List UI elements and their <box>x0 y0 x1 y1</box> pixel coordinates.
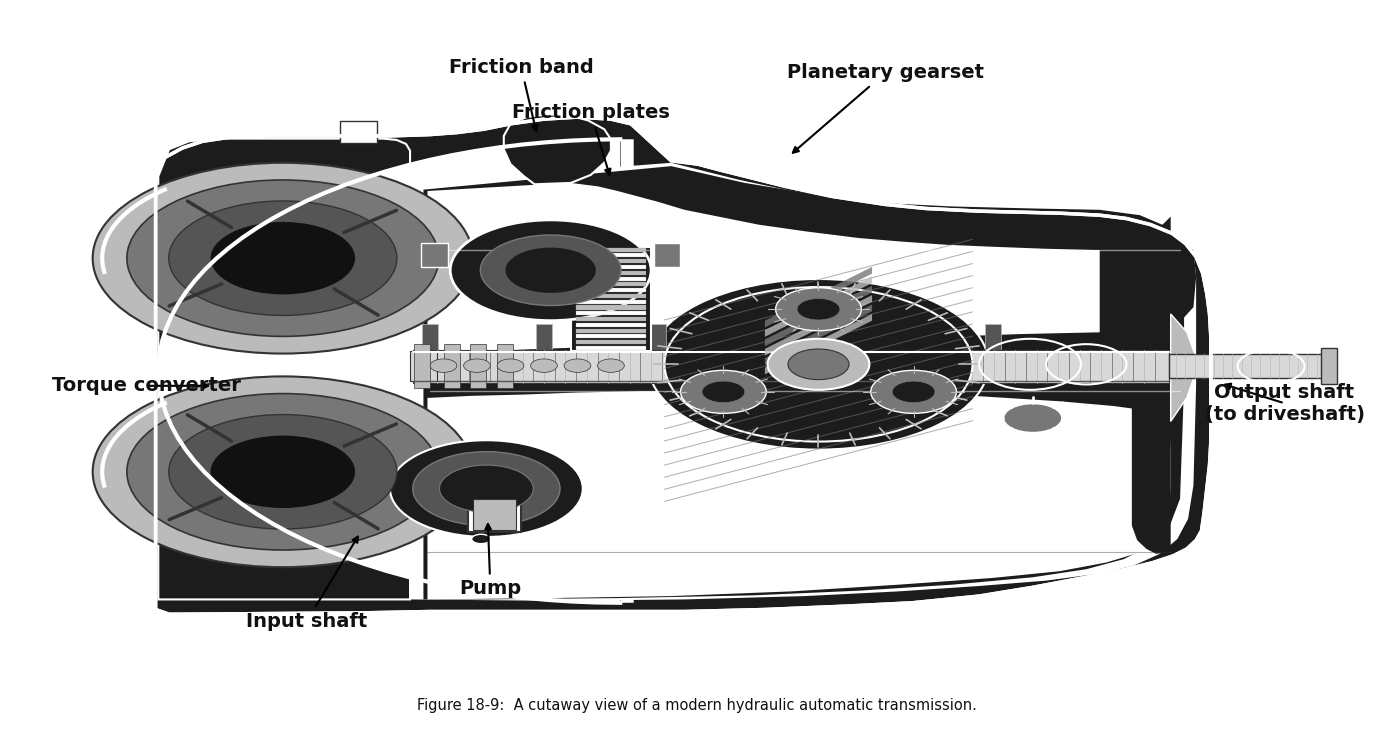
Bar <box>412 349 1169 383</box>
Polygon shape <box>1170 314 1197 421</box>
Circle shape <box>788 349 848 379</box>
Bar <box>577 288 646 292</box>
Bar <box>577 323 646 327</box>
Bar <box>577 265 646 269</box>
Polygon shape <box>765 295 872 355</box>
Bar <box>471 344 486 388</box>
Polygon shape <box>159 139 411 599</box>
Circle shape <box>648 279 989 450</box>
Circle shape <box>871 371 957 413</box>
Polygon shape <box>410 163 1197 601</box>
Circle shape <box>892 381 935 403</box>
Bar <box>577 270 646 275</box>
Polygon shape <box>410 351 437 381</box>
Polygon shape <box>765 276 872 337</box>
Text: Figure 18-9:  A cutaway view of a modern hydraulic automatic transmission.: Figure 18-9: A cutaway view of a modern … <box>417 697 976 713</box>
Circle shape <box>127 180 439 336</box>
Bar <box>421 243 447 267</box>
Polygon shape <box>765 286 872 346</box>
Text: Output shaft
(to driveshaft): Output shaft (to driveshaft) <box>1205 383 1365 424</box>
Bar <box>577 282 646 287</box>
Bar <box>414 344 430 388</box>
Bar <box>577 317 646 321</box>
Circle shape <box>127 393 439 550</box>
Bar <box>497 344 513 388</box>
Polygon shape <box>428 391 1170 599</box>
Bar <box>443 344 460 388</box>
Circle shape <box>776 288 861 330</box>
Bar <box>744 324 759 378</box>
Text: Friction band: Friction band <box>449 58 593 131</box>
Text: Pump: Pump <box>460 524 521 598</box>
Polygon shape <box>504 115 612 184</box>
Bar <box>577 276 646 281</box>
Polygon shape <box>428 351 1170 381</box>
Bar <box>577 254 646 257</box>
Bar <box>422 324 439 378</box>
Bar <box>577 300 646 303</box>
Polygon shape <box>765 305 872 365</box>
Circle shape <box>664 287 972 442</box>
Circle shape <box>450 220 651 321</box>
Circle shape <box>412 452 560 526</box>
Polygon shape <box>428 183 1170 355</box>
Circle shape <box>210 222 355 295</box>
Bar <box>1169 355 1334 378</box>
Circle shape <box>598 359 624 372</box>
Circle shape <box>93 376 474 567</box>
Circle shape <box>430 359 457 372</box>
Text: Planetary gearset: Planetary gearset <box>787 63 983 153</box>
Bar <box>468 496 521 532</box>
Polygon shape <box>340 121 376 143</box>
Circle shape <box>497 359 524 372</box>
Bar <box>474 499 515 529</box>
Text: Friction plates: Friction plates <box>511 104 670 175</box>
Bar <box>577 329 646 333</box>
Circle shape <box>564 359 591 372</box>
Text: Torque converter: Torque converter <box>53 376 241 395</box>
Circle shape <box>93 163 474 354</box>
Circle shape <box>681 371 766 413</box>
Polygon shape <box>765 314 872 374</box>
Circle shape <box>797 298 840 320</box>
Circle shape <box>169 201 397 315</box>
Polygon shape <box>156 117 1211 614</box>
Circle shape <box>390 440 582 537</box>
Circle shape <box>169 414 397 529</box>
Bar <box>577 340 646 344</box>
Circle shape <box>702 381 745 403</box>
Bar <box>653 243 680 267</box>
Circle shape <box>464 359 490 372</box>
Bar <box>577 334 646 338</box>
Bar <box>577 248 646 251</box>
Polygon shape <box>1133 216 1170 554</box>
Polygon shape <box>423 166 1184 599</box>
Bar <box>577 294 646 298</box>
Circle shape <box>472 534 490 544</box>
Bar <box>1321 347 1337 385</box>
Circle shape <box>506 248 596 293</box>
Bar <box>536 324 552 378</box>
Bar <box>577 311 646 315</box>
Polygon shape <box>159 140 634 603</box>
Circle shape <box>1003 404 1063 433</box>
Polygon shape <box>765 267 872 327</box>
Circle shape <box>210 436 355 508</box>
Bar <box>649 324 666 378</box>
Bar <box>577 260 646 263</box>
Polygon shape <box>1099 213 1197 398</box>
Circle shape <box>531 359 557 372</box>
Text: Input shaft: Input shaft <box>247 537 368 631</box>
Bar <box>571 247 651 351</box>
Bar <box>864 324 880 378</box>
Circle shape <box>440 465 534 512</box>
Bar <box>985 324 1000 378</box>
Circle shape <box>481 235 621 306</box>
Bar <box>577 306 646 309</box>
Bar <box>577 346 646 350</box>
Circle shape <box>768 338 869 390</box>
